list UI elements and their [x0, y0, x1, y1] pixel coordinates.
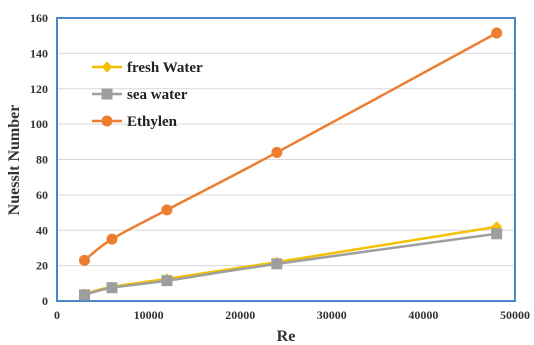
y-axis-title: Nuesslt Number: [6, 105, 23, 216]
x-axis-title: Re: [277, 328, 296, 345]
legend-marker-sea-water: [101, 88, 113, 100]
legend-label-ethylen: Ethylen: [127, 114, 178, 130]
series-line-sea-water: [84, 232, 497, 297]
x-tick-label: 20000: [225, 308, 255, 322]
gridlines: [57, 52, 515, 267]
legend-label-sea-water: sea water: [127, 87, 188, 103]
legend-label-fresh-water: fresh Water: [127, 60, 203, 76]
x-tick-label: 50000: [500, 308, 530, 322]
data-point-sea-water: [161, 275, 173, 287]
x-tick-label: 10000: [134, 308, 164, 322]
data-point-sea-water: [491, 228, 503, 240]
data-point-ethylen: [106, 233, 118, 245]
y-tick-label: 140: [30, 46, 48, 60]
y-tick-label: 40: [36, 223, 48, 237]
legend-marker-fresh-water: [101, 61, 113, 73]
tick-labels: 0 20 40 60 80 100 120 140 160 0 10000 20000 30000 400…: [30, 11, 530, 322]
y-tick-label: 60: [36, 188, 48, 202]
data-point-ethylen: [161, 204, 173, 216]
y-tick-label: 100: [30, 117, 48, 131]
series: [78, 27, 503, 301]
data-point-sea-water: [78, 289, 90, 301]
data-point-ethylen: [271, 146, 283, 158]
x-tick-label: 30000: [317, 308, 347, 322]
legend-marker-ethylen: [101, 115, 113, 127]
y-tick-label: 160: [30, 11, 48, 25]
x-tick-label: 40000: [408, 308, 438, 322]
y-tick-label: 80: [36, 153, 48, 167]
y-tick-label: 20: [36, 259, 48, 273]
y-tick-label: 120: [30, 82, 48, 96]
data-point-ethylen: [491, 27, 503, 39]
data-point-sea-water: [106, 282, 118, 294]
x-tick-label: 0: [54, 308, 60, 322]
data-point-ethylen: [78, 254, 90, 266]
data-point-sea-water: [271, 258, 283, 270]
plot-area-border: [56, 17, 516, 302]
y-tick-label: 0: [42, 294, 48, 308]
legend: fresh Water sea water Ethylen: [92, 60, 203, 130]
